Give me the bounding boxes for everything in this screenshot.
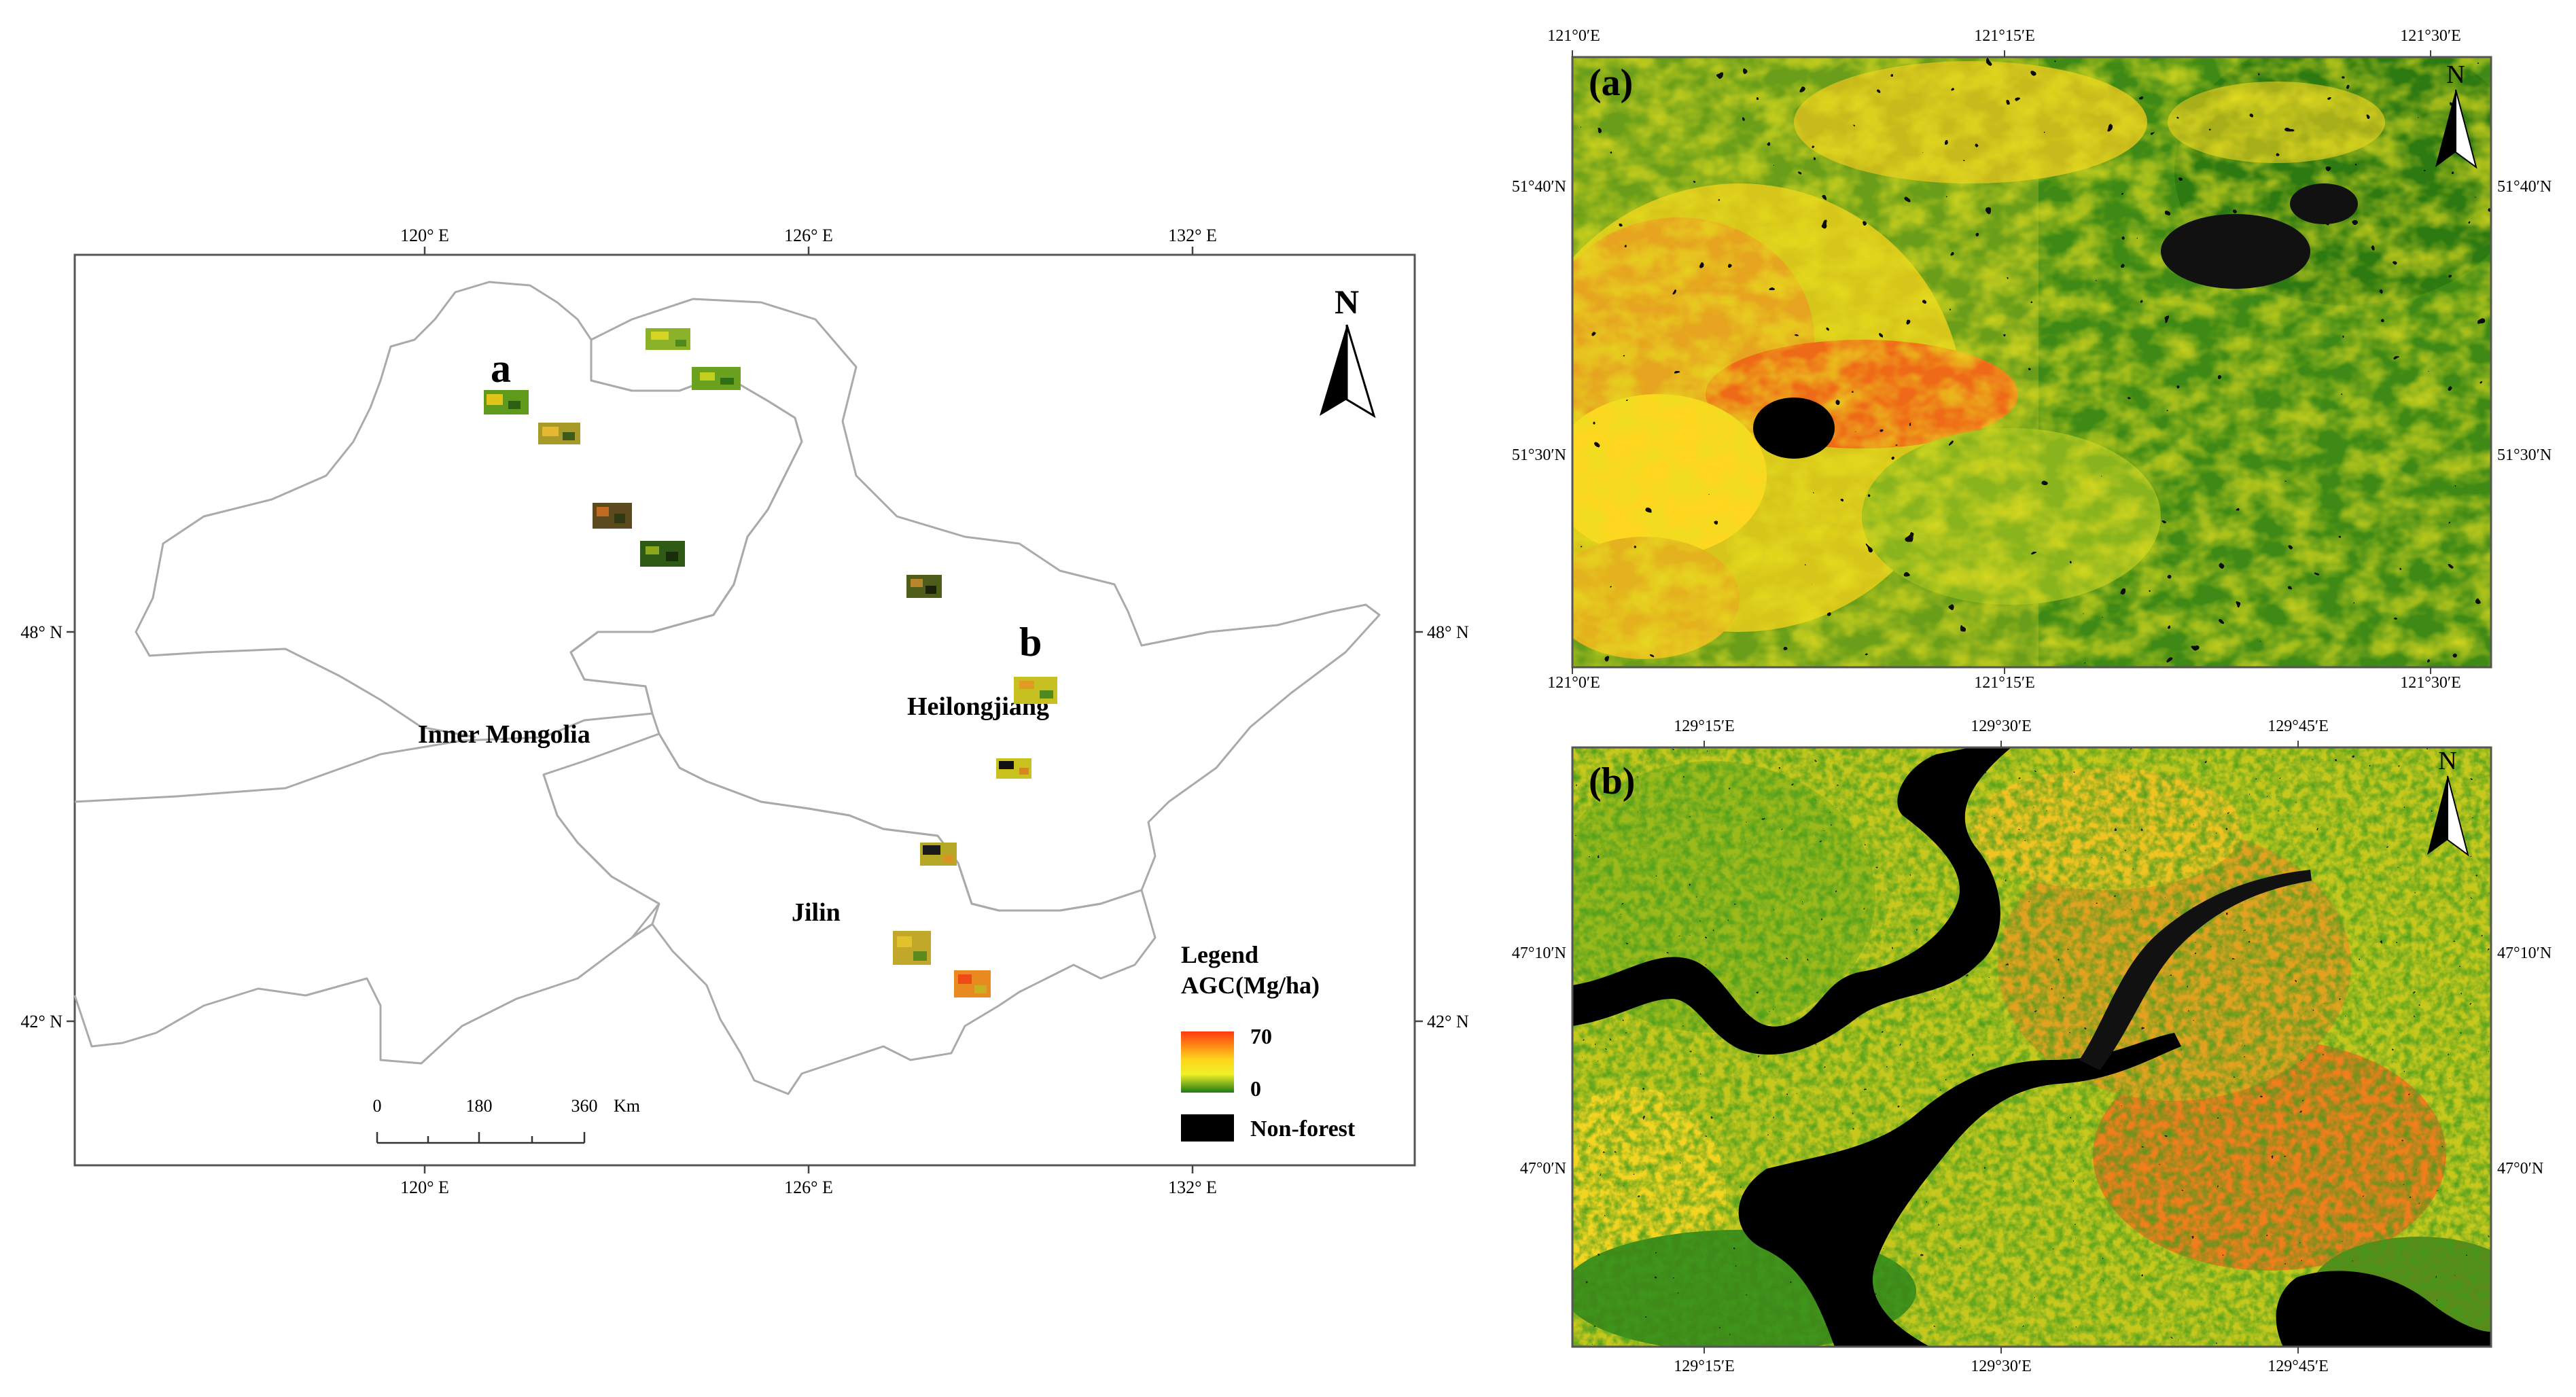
- scale-bar-tick-360: 360: [571, 1096, 598, 1116]
- legend-min-label: 0: [1250, 1076, 1261, 1101]
- overview-left-tick-1: 48° N: [20, 622, 63, 642]
- overview-map: 120° E 126° E 132° E 120° E 126° E 132° …: [20, 226, 1469, 1197]
- panel-b-left-tick-1: 47°10′N: [1512, 944, 1566, 962]
- panel-b-north-label: N: [2438, 747, 2456, 775]
- site-thumbnail: [538, 423, 580, 444]
- panel-a-left-tick-1: 51°40′N: [1512, 178, 1566, 196]
- legend-nonforest-swatch: [1181, 1114, 1234, 1142]
- panel-b-top-tick-1: 129°15′E: [1674, 718, 1735, 735]
- site-thumbnails: [484, 328, 1057, 997]
- overview-top-tick-2: 126° E: [784, 226, 833, 245]
- overview-north-label: N: [1335, 283, 1359, 321]
- site-thumbnail: [640, 541, 685, 567]
- panel-b-bottom-tick-2: 129°30′E: [1971, 1358, 2032, 1375]
- panel-b-left-tick-2: 47°0′N: [1520, 1160, 1566, 1178]
- overview-map-frame: [73, 253, 1416, 1167]
- panel-a-frame: [1571, 56, 2492, 669]
- panel-a-bottom-tick-2: 121°15′E: [1974, 674, 2035, 692]
- panel-b-bottom-tick-3: 129°45′E: [2268, 1358, 2329, 1375]
- panel-a-north-label: N: [2446, 60, 2465, 89]
- panel-b-north-arrow: N: [2427, 747, 2469, 857]
- panel-b-right-tick-1: 47°10′N: [2497, 944, 2552, 962]
- panel-b-frame: [1571, 746, 2492, 1348]
- site-thumbnail: [1014, 677, 1057, 704]
- scale-bar-unit: Km: [614, 1096, 640, 1116]
- panel-b-right-tick-2: 47°0′N: [2497, 1160, 2543, 1178]
- overview-bottom-tick-1: 120° E: [400, 1178, 449, 1197]
- panel-a-right-tick-1: 51°40′N: [2497, 178, 2552, 196]
- legend: Legend AGC(Mg/ha) 70 0 Non-forest: [1181, 941, 1356, 1142]
- scale-bar-tick-180: 180: [466, 1096, 493, 1116]
- panel-b-label: (b): [1589, 760, 1635, 802]
- site-label-b: b: [1019, 620, 1042, 665]
- panel-a-raster: [1572, 57, 2491, 667]
- scale-bar: 0 180 360 Km: [373, 1096, 640, 1144]
- panel-a-top-tick-2: 121°15′E: [1974, 27, 2035, 45]
- overview-right-tick-1: 48° N: [1427, 622, 1469, 642]
- panel-b: (b) N 129°15′E 129°30′E 129°45′E 129°15′…: [1512, 718, 2552, 1375]
- panel-a-left-tick-2: 51°30′N: [1512, 446, 1566, 464]
- overview-tick-marks: [67, 247, 1423, 1173]
- panel-a-north-arrow: N: [2435, 60, 2477, 169]
- legend-subtitle: AGC(Mg/ha): [1181, 972, 1320, 999]
- site-thumbnail: [906, 575, 942, 598]
- overview-top-tick-1: 120° E: [400, 226, 449, 245]
- panel-a-top-tick-1: 121°0′E: [1547, 27, 1600, 45]
- legend-nonforest-label: Non-forest: [1250, 1116, 1356, 1142]
- legend-max-label: 70: [1250, 1024, 1272, 1048]
- site-thumbnail: [484, 390, 529, 414]
- legend-gradient-bar: [1181, 1031, 1234, 1093]
- jilin-boundary: [542, 732, 1157, 1095]
- legend-title: Legend: [1181, 941, 1258, 968]
- panel-b-raster: [1572, 747, 2491, 1347]
- panel-a-tick-marks: [1572, 50, 2431, 674]
- overview-north-arrow: N: [1320, 283, 1376, 419]
- panel-b-bottom-tick-1: 129°15′E: [1674, 1358, 1735, 1375]
- site-thumbnail: [996, 758, 1031, 779]
- panel-a-label: (a): [1589, 62, 1633, 104]
- site-thumbnail: [954, 970, 991, 997]
- panel-a-bottom-tick-1: 121°0′E: [1547, 674, 1600, 692]
- province-label-jilin: Jilin: [792, 898, 841, 927]
- site-thumbnail: [593, 503, 632, 529]
- overview-right-tick-2: 42° N: [1427, 1012, 1469, 1031]
- overview-bottom-tick-3: 132° E: [1168, 1178, 1217, 1197]
- scale-bar-tick-0: 0: [373, 1096, 382, 1116]
- site-label-a: a: [491, 346, 511, 391]
- site-thumbnail: [646, 328, 690, 350]
- panel-a-top-tick-3: 121°30′E: [2400, 27, 2461, 45]
- overview-bottom-tick-2: 126° E: [784, 1178, 833, 1197]
- province-boundaries: [73, 281, 1381, 1095]
- overview-top-tick-3: 132° E: [1168, 226, 1217, 245]
- panel-b-top-tick-3: 129°45′E: [2268, 718, 2329, 735]
- panel-a-right-tick-2: 51°30′N: [2497, 446, 2552, 464]
- province-label-inner-mongolia: Inner Mongolia: [418, 720, 590, 749]
- panel-b-tick-marks: [1704, 741, 2299, 1354]
- site-thumbnail: [920, 843, 957, 866]
- panel-a-bottom-tick-3: 121°30′E: [2400, 674, 2461, 692]
- overview-left-tick-2: 42° N: [20, 1012, 63, 1031]
- site-thumbnail: [893, 931, 931, 965]
- panel-b-top-tick-2: 129°30′E: [1971, 718, 2032, 735]
- panel-a: (a) N 121°0′E 121°15′E 121°30′E 121°0′E …: [1512, 27, 2552, 692]
- site-thumbnail: [692, 367, 741, 390]
